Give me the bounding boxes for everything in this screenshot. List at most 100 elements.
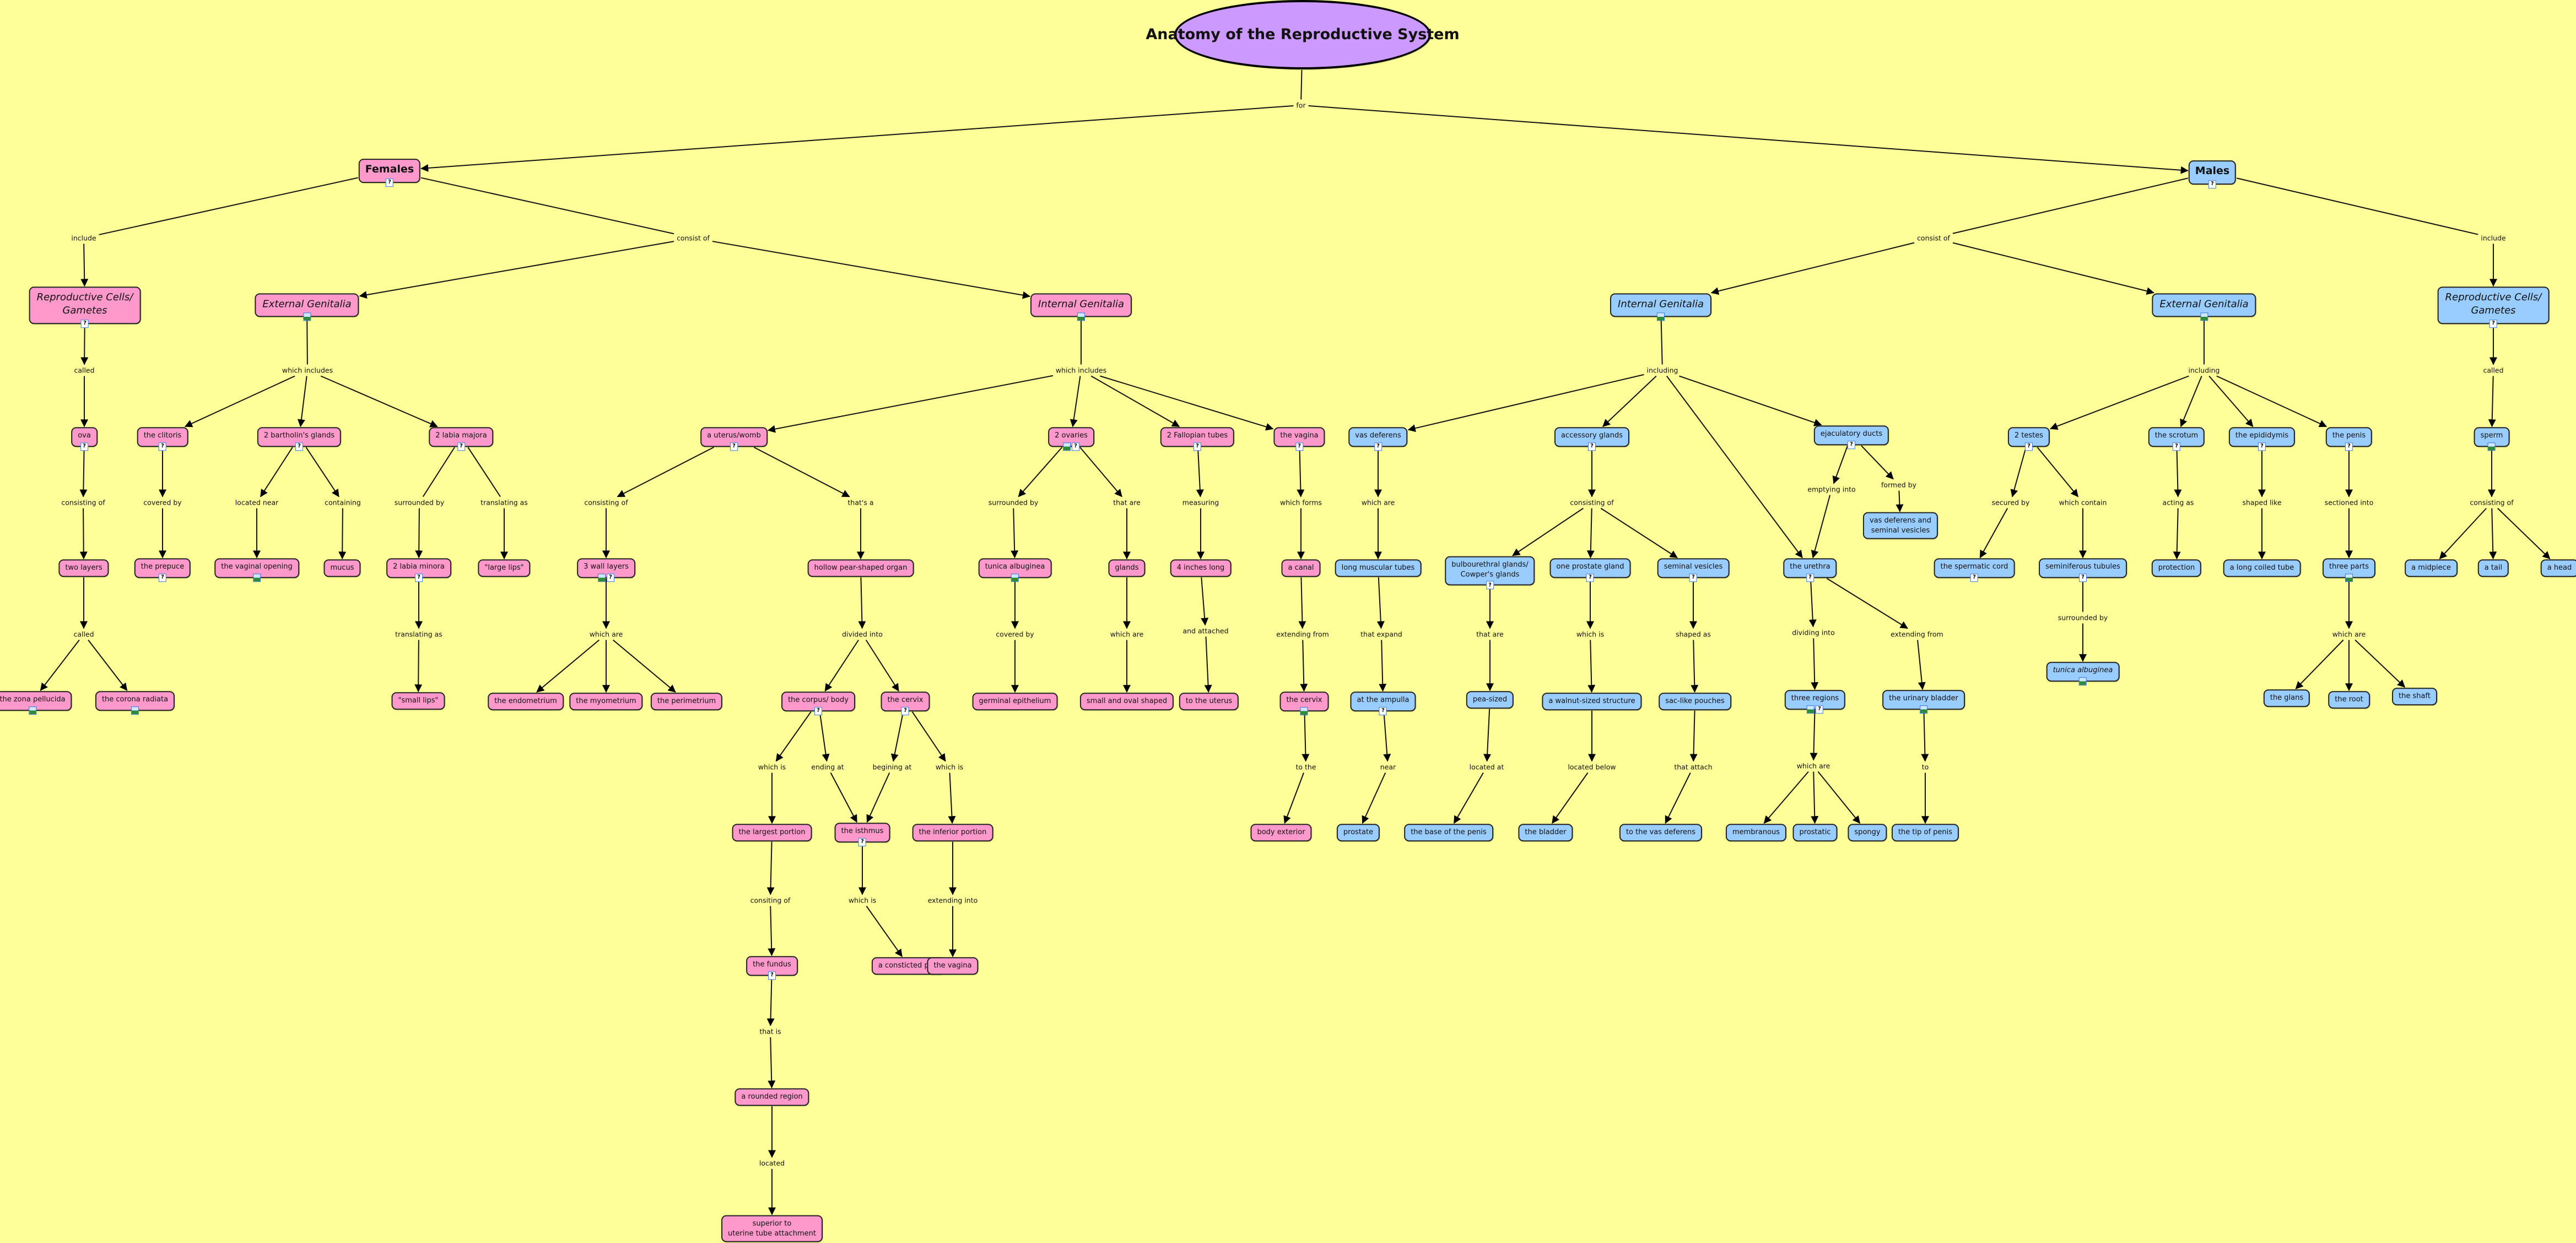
concept-three-parts[interactable]: three parts xyxy=(2323,558,2375,582)
concept-glans[interactable]: the glans xyxy=(2263,689,2310,707)
document-resource-icon[interactable]: ? xyxy=(2345,442,2353,451)
concept-zona[interactable]: the zona pellucida xyxy=(0,691,72,715)
image-resource-icon[interactable] xyxy=(2200,312,2208,321)
document-resource-icon[interactable]: ? xyxy=(1848,440,1855,449)
concept-isthmus[interactable]: the isthmus? xyxy=(834,823,890,846)
document-resource-icon[interactable]: ? xyxy=(1970,573,1978,582)
concept-glands[interactable]: glands xyxy=(1108,559,1146,577)
document-resource-icon[interactable]: ? xyxy=(730,442,738,451)
concept-hollow[interactable]: hollow pear-shaped organ xyxy=(807,559,914,577)
concept-m-int[interactable]: Internal Genitalia xyxy=(1610,293,1711,321)
document-resource-icon[interactable]: ? xyxy=(414,573,423,582)
document-resource-icon[interactable]: ? xyxy=(1194,442,1201,451)
concept-tail[interactable]: a tail xyxy=(2477,559,2509,577)
document-resource-icon[interactable]: ? xyxy=(159,442,166,451)
concept-coiled[interactable]: a long coiled tube xyxy=(2223,559,2301,577)
image-resource-icon[interactable] xyxy=(1077,312,1085,321)
concept-largest[interactable]: the largest portion xyxy=(732,824,812,841)
concept-sperm[interactable]: sperm xyxy=(2474,427,2510,451)
concept-ejac[interactable]: ejaculatory ducts? xyxy=(1813,425,1889,449)
concept-walnut[interactable]: a walnut-sized structure xyxy=(1542,693,1642,710)
concept-epididymis[interactable]: the epididymis? xyxy=(2228,427,2296,451)
concept-rounded[interactable]: a rounded region xyxy=(735,1088,809,1106)
concept-tip[interactable]: the tip of penis xyxy=(1891,824,1959,841)
concept-ova[interactable]: ova? xyxy=(71,427,98,451)
concept-prostatic[interactable]: prostatic xyxy=(1792,824,1838,841)
concept-fundus[interactable]: the fundus? xyxy=(746,956,798,980)
image-resource-icon[interactable] xyxy=(1011,573,1019,582)
document-resource-icon[interactable]: ? xyxy=(1374,442,1382,451)
document-resource-icon[interactable]: ? xyxy=(1295,442,1303,451)
concept-inferior[interactable]: the inferior portion xyxy=(912,824,993,841)
document-resource-icon[interactable]: ? xyxy=(80,442,88,451)
concept-two-layers[interactable]: two layers xyxy=(58,559,109,577)
document-resource-icon[interactable]: ? xyxy=(858,837,866,846)
document-resource-icon[interactable]: ? xyxy=(901,706,909,715)
concept-tunica-m[interactable]: tunica albuginea xyxy=(2046,662,2120,685)
concept-seminiferous[interactable]: seminiferous tubules? xyxy=(2039,558,2127,582)
image-resource-icon[interactable] xyxy=(29,706,36,715)
document-resource-icon[interactable]: ? xyxy=(295,442,303,451)
concept-myometrium[interactable]: the myometrium xyxy=(569,693,643,710)
concept-uterus[interactable]: a uterus/womb? xyxy=(700,427,768,451)
document-resource-icon[interactable]: ? xyxy=(2079,573,2087,582)
concept-corpus[interactable]: the corpus/ body? xyxy=(781,691,855,715)
concept-large-lips[interactable]: "large lips" xyxy=(478,559,531,577)
concept-bartholin[interactable]: 2 bartholin's glands? xyxy=(257,427,342,451)
concept-to-uterus[interactable]: to the uterus xyxy=(1179,693,1239,710)
concept-f-int[interactable]: Internal Genitalia xyxy=(1030,293,1132,321)
concept-fallopian[interactable]: 2 Fallopian tubes? xyxy=(1160,427,1235,451)
concept-clitoris[interactable]: the clitoris? xyxy=(137,427,188,451)
concept-m-cells[interactable]: Reproductive Cells/ Gametes? xyxy=(2437,287,2550,328)
concept-bulbo[interactable]: bulbourethral glands/ Cowper's glands? xyxy=(1445,556,1535,590)
concept-sem-ves[interactable]: seminal vesicles? xyxy=(1657,558,1730,582)
document-resource-icon[interactable]: ? xyxy=(158,573,166,582)
concept-m-ext[interactable]: External Genitalia xyxy=(2152,293,2256,321)
concept-root[interactable]: the root xyxy=(2328,691,2370,709)
document-resource-icon[interactable]: ? xyxy=(1486,581,1494,590)
concept-midpiece[interactable]: a midpiece xyxy=(2405,559,2458,577)
concept-bladder[interactable]: the bladder xyxy=(1518,824,1573,841)
document-resource-icon[interactable]: ? xyxy=(814,706,822,715)
document-resource-icon[interactable]: ? xyxy=(2024,442,2033,451)
concept-spermatic[interactable]: the spermatic cord? xyxy=(1934,558,2015,582)
image-resource-icon[interactable] xyxy=(1300,706,1308,715)
concept-perimetrium[interactable]: the perimetrium xyxy=(650,693,723,710)
image-resource-icon[interactable] xyxy=(303,312,311,321)
image-resource-icon[interactable] xyxy=(2078,677,2087,685)
concept-labia-majora[interactable]: 2 labia majora? xyxy=(429,427,494,451)
document-resource-icon[interactable]: ? xyxy=(2173,442,2180,451)
document-resource-icon[interactable]: ? xyxy=(1689,573,1697,582)
image-resource-icon[interactable] xyxy=(1806,705,1814,714)
concept-corona[interactable]: the corona radiata xyxy=(95,691,175,715)
concept-labia-minora[interactable]: 2 labia minora? xyxy=(386,558,451,582)
concept-accessory[interactable]: accessory glands? xyxy=(1554,427,1630,451)
concept-small-oval[interactable]: small and oval shaped xyxy=(1079,693,1174,710)
concept-inches[interactable]: 4 inches long xyxy=(1170,559,1232,577)
document-resource-icon[interactable]: ? xyxy=(1379,706,1387,715)
concept-penis[interactable]: the penis? xyxy=(2325,427,2373,451)
document-resource-icon[interactable]: ? xyxy=(2258,442,2266,451)
concept-protection[interactable]: protection xyxy=(2151,559,2202,577)
concept-prostate-gland[interactable]: one prostate gland? xyxy=(1549,558,1631,582)
concept-spongy[interactable]: spongy xyxy=(1848,824,1887,841)
concept-females[interactable]: Females? xyxy=(358,159,421,187)
concept-shaft[interactable]: the shaft xyxy=(2392,688,2437,705)
concept-membranous[interactable]: membranous xyxy=(1725,824,1787,841)
concept-scrotum[interactable]: the scrotum? xyxy=(2148,427,2205,451)
document-resource-icon[interactable]: ? xyxy=(607,573,614,582)
document-resource-icon[interactable]: ? xyxy=(1815,705,1823,714)
concept-vagina2[interactable]: the vagina xyxy=(927,957,979,975)
concept-urethra[interactable]: the urethra? xyxy=(1783,558,1837,582)
concept-vaginal-opening[interactable]: the vaginal opening xyxy=(214,558,299,582)
document-resource-icon[interactable]: ? xyxy=(2208,180,2216,188)
concept-regions[interactable]: three regions? xyxy=(1784,690,1846,714)
concept-base-penis[interactable]: the base of the penis xyxy=(1404,824,1493,841)
concept-vagina[interactable]: the vagina? xyxy=(1273,427,1325,451)
concept-f-ext[interactable]: External Genitalia xyxy=(255,293,359,321)
concept-cervix2[interactable]: the cervix xyxy=(1279,691,1329,715)
concept-prepuce[interactable]: the prepuce? xyxy=(134,558,191,582)
image-resource-icon[interactable] xyxy=(598,573,606,582)
concept-vas[interactable]: vas deferens? xyxy=(1348,427,1408,451)
image-resource-icon[interactable] xyxy=(2488,442,2496,451)
